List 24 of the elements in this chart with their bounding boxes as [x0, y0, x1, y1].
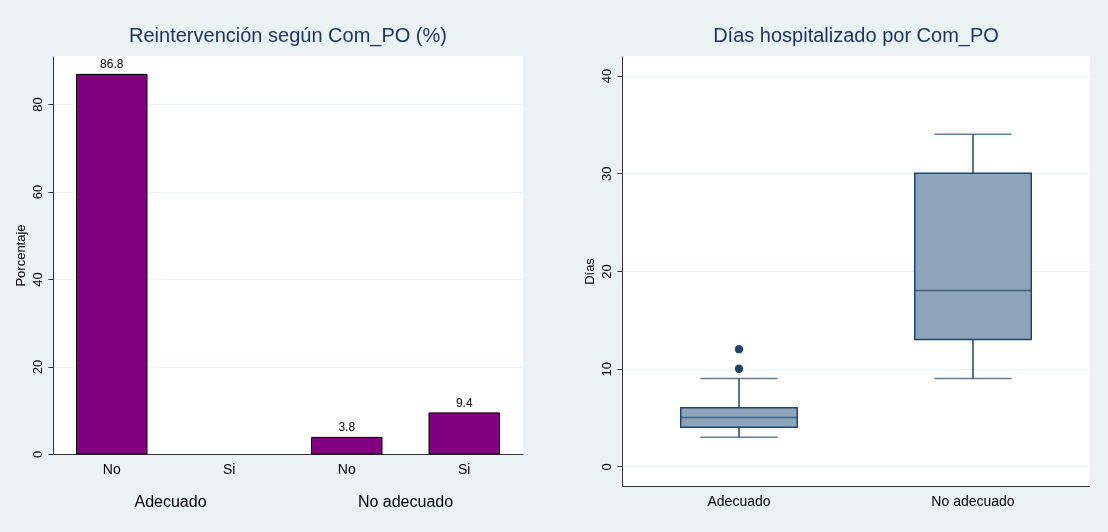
data-label: 86.8: [100, 57, 124, 72]
y-axis-title: Porcentaje: [12, 224, 28, 287]
y-axis-title: Días: [581, 257, 597, 285]
y-tick-label: 0: [598, 463, 614, 471]
y-tick-label: 10: [598, 361, 614, 377]
data-label: 9.4: [455, 395, 473, 410]
y-tick-label: 30: [598, 166, 614, 182]
x-tick-label: Si: [458, 460, 471, 477]
chart-title: Días hospitalizado por Com_PO: [713, 24, 999, 47]
y-tick-label: 40: [598, 68, 614, 84]
y-tick-label: 20: [598, 264, 614, 279]
y-tick-label: 0: [29, 450, 45, 459]
y-tick-label: 60: [29, 184, 45, 200]
data-label: 3.8: [338, 420, 356, 435]
y-tick-label: 80: [29, 97, 45, 112]
y-tick-label: 40: [29, 272, 45, 287]
y-tick-label: 20: [29, 359, 45, 375]
bar: [428, 412, 500, 455]
x-tick-label: No: [337, 460, 356, 477]
x-tick-label: Si: [223, 460, 236, 477]
bar: [76, 73, 148, 455]
chart-title: Reintervención según Com_PO (%): [129, 24, 447, 47]
x-tick-label: No: [102, 460, 121, 477]
bar: [311, 436, 383, 455]
